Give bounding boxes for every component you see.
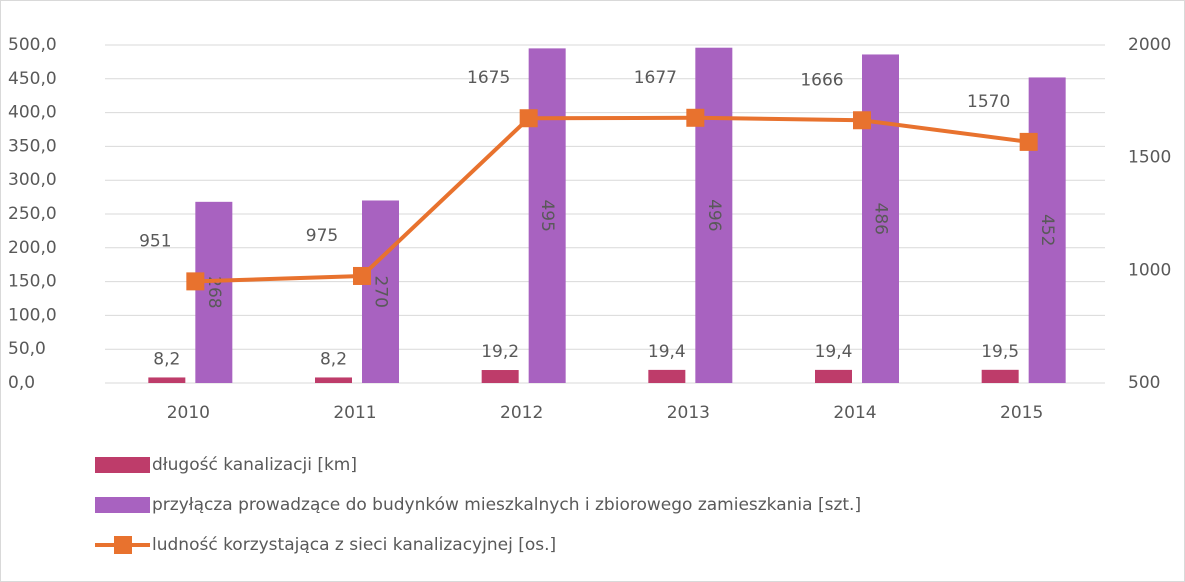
data-label: 1675 xyxy=(467,68,510,88)
data-label: 486 xyxy=(871,203,891,235)
line xyxy=(195,115,1029,284)
bar xyxy=(1028,77,1066,383)
marker xyxy=(853,111,871,130)
x-tick-label: 2012 xyxy=(500,403,543,423)
legend-swatch xyxy=(95,497,150,513)
data-label: 19,4 xyxy=(648,342,686,362)
marker xyxy=(186,272,205,291)
bar xyxy=(695,47,733,383)
y2-tick-label: 500 xyxy=(1128,373,1160,393)
legend-label: przyłącza prowadzące do budynków mieszka… xyxy=(152,495,861,515)
bar xyxy=(815,369,852,383)
bar xyxy=(195,201,233,383)
data-label: 8,2 xyxy=(153,349,180,369)
bar xyxy=(981,369,1019,383)
data-label: 951 xyxy=(139,231,171,251)
data-label: 270 xyxy=(371,276,391,308)
y-tick-label: 450,0 xyxy=(8,69,57,89)
data-label: 1677 xyxy=(634,68,677,88)
data-label: 19,5 xyxy=(981,342,1019,362)
x-tick-label: 2015 xyxy=(1000,403,1043,423)
y-tick-label: 0,0 xyxy=(8,373,35,393)
x-tick-label: 2014 xyxy=(833,403,876,423)
y-tick-label: 500,0 xyxy=(8,35,57,55)
x-tick-label: 2010 xyxy=(167,403,210,423)
marker xyxy=(353,266,371,285)
data-label: 8,2 xyxy=(320,349,347,369)
y-tick-label: 250,0 xyxy=(8,204,57,224)
bar xyxy=(481,370,519,383)
y2-tick-label: 1500 xyxy=(1128,148,1171,168)
data-label: 268 xyxy=(204,276,224,308)
data-label: 452 xyxy=(1037,214,1057,246)
data-label: 19,2 xyxy=(481,342,519,362)
legend-label: długość kanalizacji [km] xyxy=(152,455,357,475)
x-tick-label: 2011 xyxy=(333,403,376,423)
bar xyxy=(148,377,186,383)
y-tick-label: 150,0 xyxy=(8,272,57,292)
bar xyxy=(862,54,899,384)
y2-tick-label: 1000 xyxy=(1128,260,1171,280)
y-tick-label: 200,0 xyxy=(8,238,57,258)
marker xyxy=(519,109,538,128)
marker xyxy=(686,108,705,127)
data-label: 1570 xyxy=(967,92,1010,112)
legend-marker xyxy=(114,536,132,554)
y-tick-label: 50,0 xyxy=(8,339,46,359)
bar xyxy=(648,369,686,383)
bar xyxy=(315,377,352,383)
bar xyxy=(528,48,566,383)
legend-swatch xyxy=(95,457,150,473)
legend-label: ludność korzystająca z sieci kanalizacyj… xyxy=(152,535,556,555)
y-tick-label: 100,0 xyxy=(8,305,57,325)
data-label: 975 xyxy=(306,226,338,246)
y-tick-label: 300,0 xyxy=(8,170,57,190)
data-label: 19,4 xyxy=(815,342,853,362)
data-label: 1666 xyxy=(800,70,843,90)
x-tick-label: 2013 xyxy=(667,403,710,423)
bar xyxy=(362,200,399,383)
y2-tick-label: 2000 xyxy=(1128,35,1171,55)
y-tick-label: 350,0 xyxy=(8,136,57,156)
y-tick-label: 400,0 xyxy=(8,103,57,123)
data-label: 496 xyxy=(704,199,724,231)
data-label: 495 xyxy=(537,199,557,231)
marker xyxy=(1019,132,1038,151)
